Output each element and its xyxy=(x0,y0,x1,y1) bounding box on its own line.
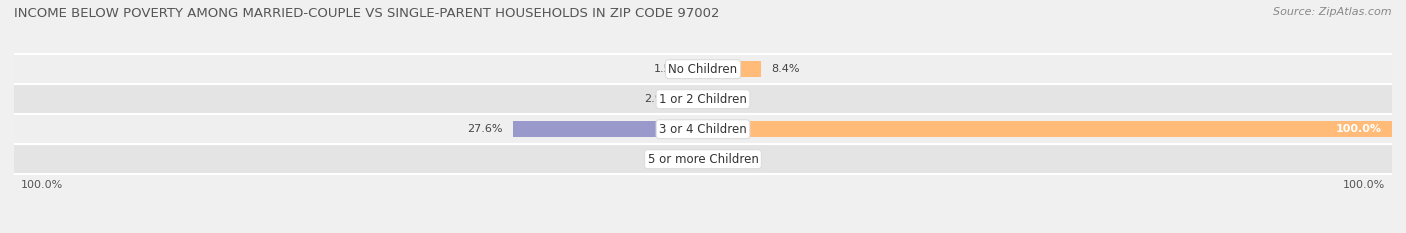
Text: 0.0%: 0.0% xyxy=(665,154,693,164)
Bar xyxy=(683,91,703,107)
Bar xyxy=(513,121,703,137)
Text: 1.5%: 1.5% xyxy=(654,64,682,74)
Text: 100.0%: 100.0% xyxy=(21,180,63,190)
Bar xyxy=(703,61,761,77)
Legend: Married Couples, Single Parents: Married Couples, Single Parents xyxy=(586,231,820,233)
Bar xyxy=(693,61,703,77)
Text: 100.0%: 100.0% xyxy=(1336,124,1382,134)
Text: No Children: No Children xyxy=(668,63,738,76)
Bar xyxy=(14,114,1392,144)
Bar xyxy=(14,144,1392,174)
Text: 3 or 4 Children: 3 or 4 Children xyxy=(659,123,747,136)
Text: 27.6%: 27.6% xyxy=(467,124,502,134)
Text: INCOME BELOW POVERTY AMONG MARRIED-COUPLE VS SINGLE-PARENT HOUSEHOLDS IN ZIP COD: INCOME BELOW POVERTY AMONG MARRIED-COUPL… xyxy=(14,7,720,20)
Bar xyxy=(14,54,1392,84)
Text: 5 or more Children: 5 or more Children xyxy=(648,153,758,166)
Text: 0.0%: 0.0% xyxy=(713,154,741,164)
Bar xyxy=(703,121,1392,137)
Text: 1 or 2 Children: 1 or 2 Children xyxy=(659,93,747,106)
Text: 0.0%: 0.0% xyxy=(713,94,741,104)
Text: 100.0%: 100.0% xyxy=(1343,180,1385,190)
Text: 8.4%: 8.4% xyxy=(772,64,800,74)
Bar xyxy=(14,84,1392,114)
Text: Source: ZipAtlas.com: Source: ZipAtlas.com xyxy=(1274,7,1392,17)
Text: 2.9%: 2.9% xyxy=(644,94,672,104)
